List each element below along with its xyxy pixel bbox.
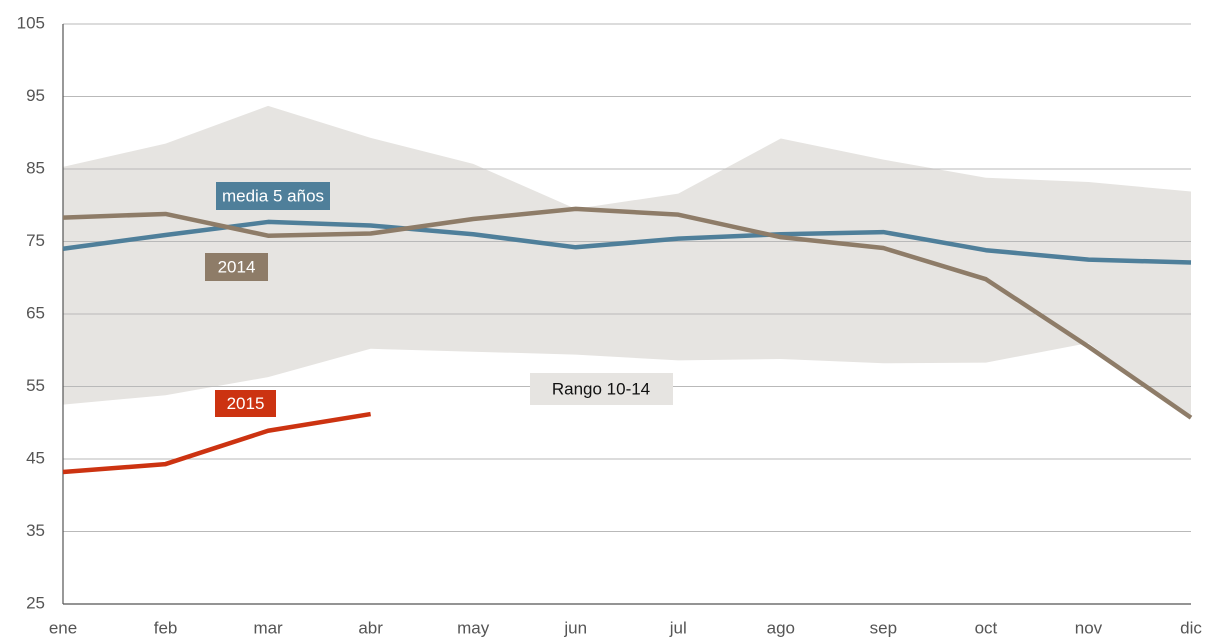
band-label: Rango 10-14 — [552, 379, 650, 398]
series-line — [62, 219, 1192, 265]
x-tick-label: oct — [975, 618, 998, 637]
series-label: media 5 años — [222, 186, 324, 205]
y-tick-label: 95 — [26, 86, 45, 105]
y-tick-label: 65 — [26, 303, 45, 322]
x-tick-label: abr — [358, 618, 383, 637]
range-band — [63, 105, 1191, 420]
x-tick-label: dic — [1180, 618, 1202, 637]
x-tick-label: ene — [49, 618, 77, 637]
y-tick-label: 25 — [26, 593, 45, 612]
series-label-box — [205, 253, 268, 281]
series-label: 2014 — [218, 257, 256, 276]
y-tick-label: 55 — [26, 376, 45, 395]
series-label-box — [216, 182, 330, 210]
x-tick-label: jul — [669, 618, 687, 637]
y-tick-label: 45 — [26, 448, 45, 467]
series-line — [62, 206, 1193, 420]
x-tick-label: nov — [1075, 618, 1103, 637]
y-tick-label: 85 — [26, 158, 45, 177]
y-tick-label: 105 — [17, 13, 45, 32]
band-label-box — [530, 373, 673, 405]
series-line — [62, 411, 371, 475]
x-tick-label: jun — [563, 618, 587, 637]
x-tick-label: ago — [767, 618, 795, 637]
x-tick-label: sep — [870, 618, 897, 637]
x-tick-label: may — [457, 618, 490, 637]
y-tick-label: 75 — [26, 231, 45, 250]
series-label-box — [215, 390, 276, 417]
x-tick-label: mar — [253, 618, 283, 637]
series-label: 2015 — [227, 394, 265, 413]
x-tick-label: feb — [154, 618, 178, 637]
y-tick-label: 35 — [26, 521, 45, 540]
